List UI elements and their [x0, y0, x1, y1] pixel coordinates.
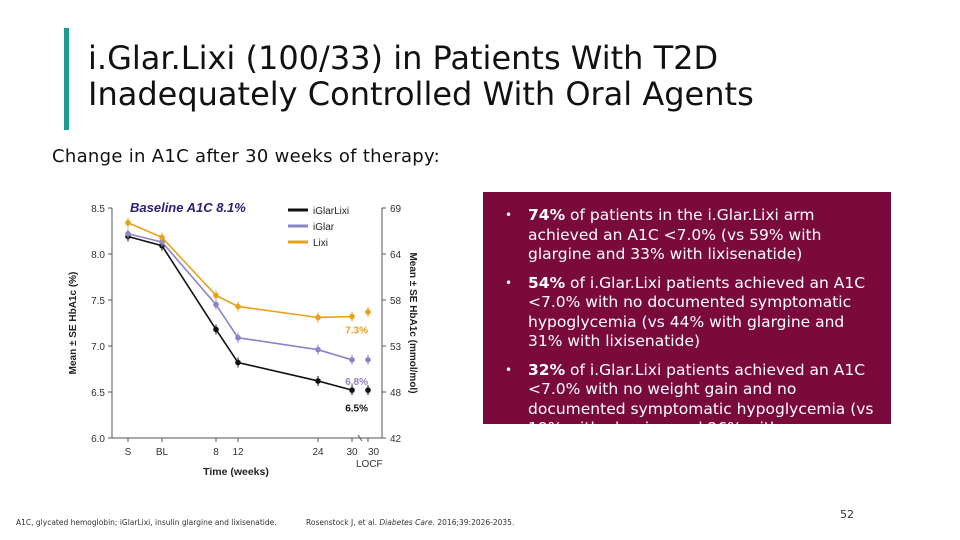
abbreviation-note: A1C, glycated hemoglobin; iGlarLixi, ins…: [16, 518, 277, 527]
finding-percent: 54%: [528, 273, 566, 292]
data-point: [159, 234, 165, 241]
finding-text: of patients in the i.Glar.Lixi arm achie…: [528, 206, 822, 263]
finding-item: • 54% of i.Glar.Lixi patients achieved an…: [501, 274, 877, 352]
finding-item: • 32% of i.Glar.Lixi patients achieved an…: [501, 361, 877, 425]
data-point: [315, 346, 321, 353]
finding-item: • 74% of patients in the i.Glar.Lixi arm …: [501, 206, 877, 265]
end-value-label: 6.5%: [345, 404, 368, 415]
y-tick-label: 8.5: [91, 204, 105, 215]
data-point: [125, 219, 131, 226]
y-tick-label: 6.0: [91, 434, 105, 445]
finding-percent: 32%: [528, 360, 566, 379]
data-point: [349, 313, 355, 320]
locf-point: [365, 309, 371, 315]
y-tick-label: 8.0: [91, 250, 105, 261]
y2-tick-label: 69: [390, 204, 402, 215]
y-axis-label: Mean ± SE HbA1c (%): [68, 272, 79, 375]
citation-journal: Diabetes Care: [379, 518, 433, 527]
data-point: [213, 326, 219, 333]
bullet-dot: •: [505, 362, 513, 377]
slide-title: i.Glar.Lixi (100/33) in Patients With T2…: [88, 39, 754, 113]
end-value-label: 6.8%: [345, 377, 368, 388]
y2-tick-label: 58: [390, 296, 402, 307]
bullet-dot: •: [505, 275, 513, 290]
a1c-line-chart: 6.0 42 6.5 48 7.0 53 7.5 58 8.0 64 8.5 69 S BL 8 12 24 30…: [68, 200, 418, 478]
finding-text: of i.Glar.Lixi patients achieved an A1C …: [528, 273, 866, 351]
chart-title: Baseline A1C 8.1%: [130, 200, 246, 215]
x-tick-label: 12: [232, 447, 244, 458]
series-line: [127, 232, 353, 361]
legend-label: iGlarLixi: [313, 206, 349, 217]
findings-list: • 74% of patients in the i.Glar.Lixi arm …: [501, 206, 877, 424]
y2-tick-label: 42: [390, 434, 402, 445]
finding-text: of i.Glar.Lixi patients achieved an A1C …: [528, 360, 874, 425]
x-tick-label: 8: [213, 447, 219, 458]
data-point: [315, 378, 321, 384]
data-point: [125, 230, 131, 237]
legend-label: iGlar: [313, 222, 335, 233]
data-point: [349, 357, 355, 363]
y-tick-label: 6.5: [91, 388, 105, 399]
x-tick-label-locf-num: 30: [368, 447, 380, 458]
findings-panel: • 74% of patients in the i.Glar.Lixi arm …: [483, 192, 891, 424]
x-axis-label: Time (weeks): [203, 466, 269, 478]
bullet-dot: •: [505, 208, 513, 222]
data-point: [213, 292, 219, 299]
data-point: [315, 314, 321, 321]
citation-rest: . 2016;39:2026-2035.: [432, 518, 515, 527]
y2-axis-label: Mean ± SE HbA1c (mmol/mol): [407, 252, 418, 393]
data-point: [349, 387, 355, 393]
finding-percent: 74%: [528, 206, 566, 224]
y2-tick-label: 53: [390, 342, 402, 353]
series-line: [127, 235, 353, 391]
page-number: 52: [840, 508, 854, 521]
legend-label: Lixi: [313, 238, 328, 249]
series-line: [127, 221, 353, 319]
data-point: [213, 301, 219, 308]
y-tick-label: 7.0: [91, 342, 105, 353]
axis-break-mark: [357, 434, 363, 442]
y-tick-label: 7.5: [91, 296, 105, 307]
citation-authors: Rosenstock J, et al.: [306, 518, 380, 527]
slide-subtitle: Change in A1C after 30 weeks of therapy:: [52, 146, 441, 167]
data-point: [235, 334, 241, 341]
locf-point: [365, 357, 371, 363]
citation: Rosenstock J, et al. Diabetes Care. 2016…: [306, 518, 514, 527]
x-tick-label-locf: LOCF: [356, 459, 383, 470]
x-tick-label: 24: [312, 447, 324, 458]
data-point: [235, 359, 241, 366]
y2-tick-label: 48: [390, 388, 402, 399]
title-accent-bar: [64, 28, 69, 130]
data-point: [235, 303, 241, 310]
end-value-label: 7.3%: [345, 325, 368, 336]
x-tick-label: BL: [156, 447, 169, 458]
y2-tick-label: 64: [390, 250, 402, 261]
locf-point: [365, 387, 371, 393]
x-tick-label: S: [125, 447, 132, 458]
x-tick-label: 30: [346, 447, 358, 458]
